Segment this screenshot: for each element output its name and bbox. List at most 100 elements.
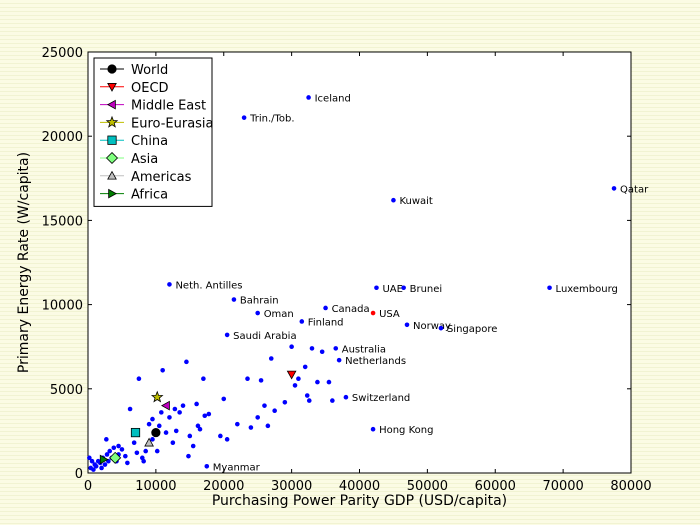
data-point: [221, 396, 227, 402]
labeled-data-point: [333, 346, 339, 351]
legend-entry-label: Middle East: [131, 99, 206, 114]
labeled-data-point: [611, 186, 617, 191]
data-point: [186, 453, 191, 459]
labeled-data-point: [204, 463, 210, 469]
data-label: USA: [379, 309, 400, 320]
x-tick-label: 30000: [271, 479, 312, 494]
legend-entry-label: Euro-Eurasia: [131, 116, 214, 131]
data-point: [184, 359, 189, 365]
data-point: [315, 379, 320, 385]
data-point: [93, 463, 99, 469]
data-point: [309, 346, 315, 351]
x-tick-label: 60000: [475, 479, 516, 494]
data-point: [116, 443, 121, 449]
data-point: [127, 406, 133, 412]
data-label: Luxembourg: [556, 284, 618, 295]
data-label: Qatar: [620, 184, 649, 195]
labeled-data-point: [336, 357, 342, 363]
labeled-data-point: [224, 332, 230, 338]
legend-marker: [107, 135, 117, 145]
y-tick-label: 10000: [42, 299, 83, 314]
data-label: Norway: [413, 321, 451, 332]
data-point: [262, 403, 267, 408]
data-point: [326, 379, 332, 385]
data-label: UAE: [382, 284, 402, 295]
data-point: [159, 410, 164, 415]
x-tick-label: 0: [84, 479, 92, 494]
data-point: [296, 376, 301, 381]
data-label: Netherlands: [345, 356, 406, 367]
data-point: [172, 406, 178, 412]
labeled-data-point: [323, 305, 328, 311]
data-point: [119, 447, 125, 452]
labeled-data-point: [374, 285, 379, 291]
data-label: Iceland: [315, 93, 351, 104]
x-tick-label: 70000: [542, 479, 583, 494]
labeled-data-point: [370, 310, 376, 316]
data-point: [156, 423, 162, 429]
data-point: [104, 437, 109, 442]
legend-marker: [107, 170, 117, 180]
data-point: [218, 433, 223, 439]
region-marker: [144, 437, 154, 447]
data-label: Singapore: [447, 324, 497, 335]
x-tick-label: 50000: [407, 479, 448, 494]
legend-marker: [105, 115, 119, 128]
data-point: [206, 411, 212, 417]
region-marker: [130, 427, 141, 438]
data-point: [173, 428, 179, 434]
x-axis-label: Purchasing Power Parity GDP (USD/capita): [212, 493, 507, 509]
y-tick-label: 25000: [42, 46, 83, 61]
legend-entry-label: World: [131, 63, 168, 78]
data-label: Oman: [264, 309, 294, 320]
region-marker: [99, 454, 109, 465]
data-point: [143, 448, 148, 454]
data-label: Saudi Arabia: [233, 331, 296, 342]
data-point: [89, 458, 95, 464]
region-markers: [99, 370, 297, 465]
legend-entry-label: China: [131, 134, 168, 149]
data-point: [150, 416, 155, 422]
data-point: [235, 421, 240, 427]
data-label: Brunei: [410, 284, 443, 295]
data-point: [255, 415, 260, 420]
data-point: [304, 393, 310, 398]
data-point: [150, 437, 155, 442]
legend-marker: [107, 64, 117, 74]
data-label: Kuwait: [399, 196, 432, 207]
x-tick-label: 80000: [610, 479, 651, 494]
data-point: [134, 450, 140, 456]
data-point: [177, 410, 182, 415]
data-point: [167, 415, 172, 420]
data-point: [268, 356, 274, 361]
data-label: Australia: [342, 344, 386, 355]
y-axis-label: Primary Energy Rate (W/capita): [16, 152, 32, 373]
data-point: [160, 367, 165, 373]
labeled-data-point: [306, 95, 311, 100]
labeled-data-point: [438, 325, 444, 331]
data-point: [91, 467, 96, 472]
data-label: Hong Kong: [379, 425, 433, 436]
legend-entry-label: Asia: [131, 152, 158, 167]
data-point: [282, 399, 288, 405]
labeled-data-point: [343, 394, 349, 400]
labeled-data-point: [391, 197, 396, 203]
data-point: [99, 465, 104, 471]
data-point: [289, 344, 294, 350]
y-tick-label: 5000: [50, 383, 83, 398]
region-marker: [109, 451, 122, 464]
data-point: [302, 364, 308, 370]
x-tick-label: 10000: [135, 479, 176, 494]
labeled-data-point: [401, 285, 406, 291]
legend-marker: [108, 188, 118, 199]
labeled-data-point: [547, 285, 552, 291]
data-point: [201, 376, 206, 381]
legend-marker: [105, 151, 119, 165]
labeled-data-point: [370, 426, 376, 432]
data-point: [330, 398, 335, 403]
data-point: [87, 455, 92, 461]
axis-ticks: 0 10000 20000 30000 40000 50000 60000 70000 8000…: [42, 46, 652, 494]
y-tick-label: 15000: [42, 214, 83, 229]
data-point: [141, 458, 146, 464]
